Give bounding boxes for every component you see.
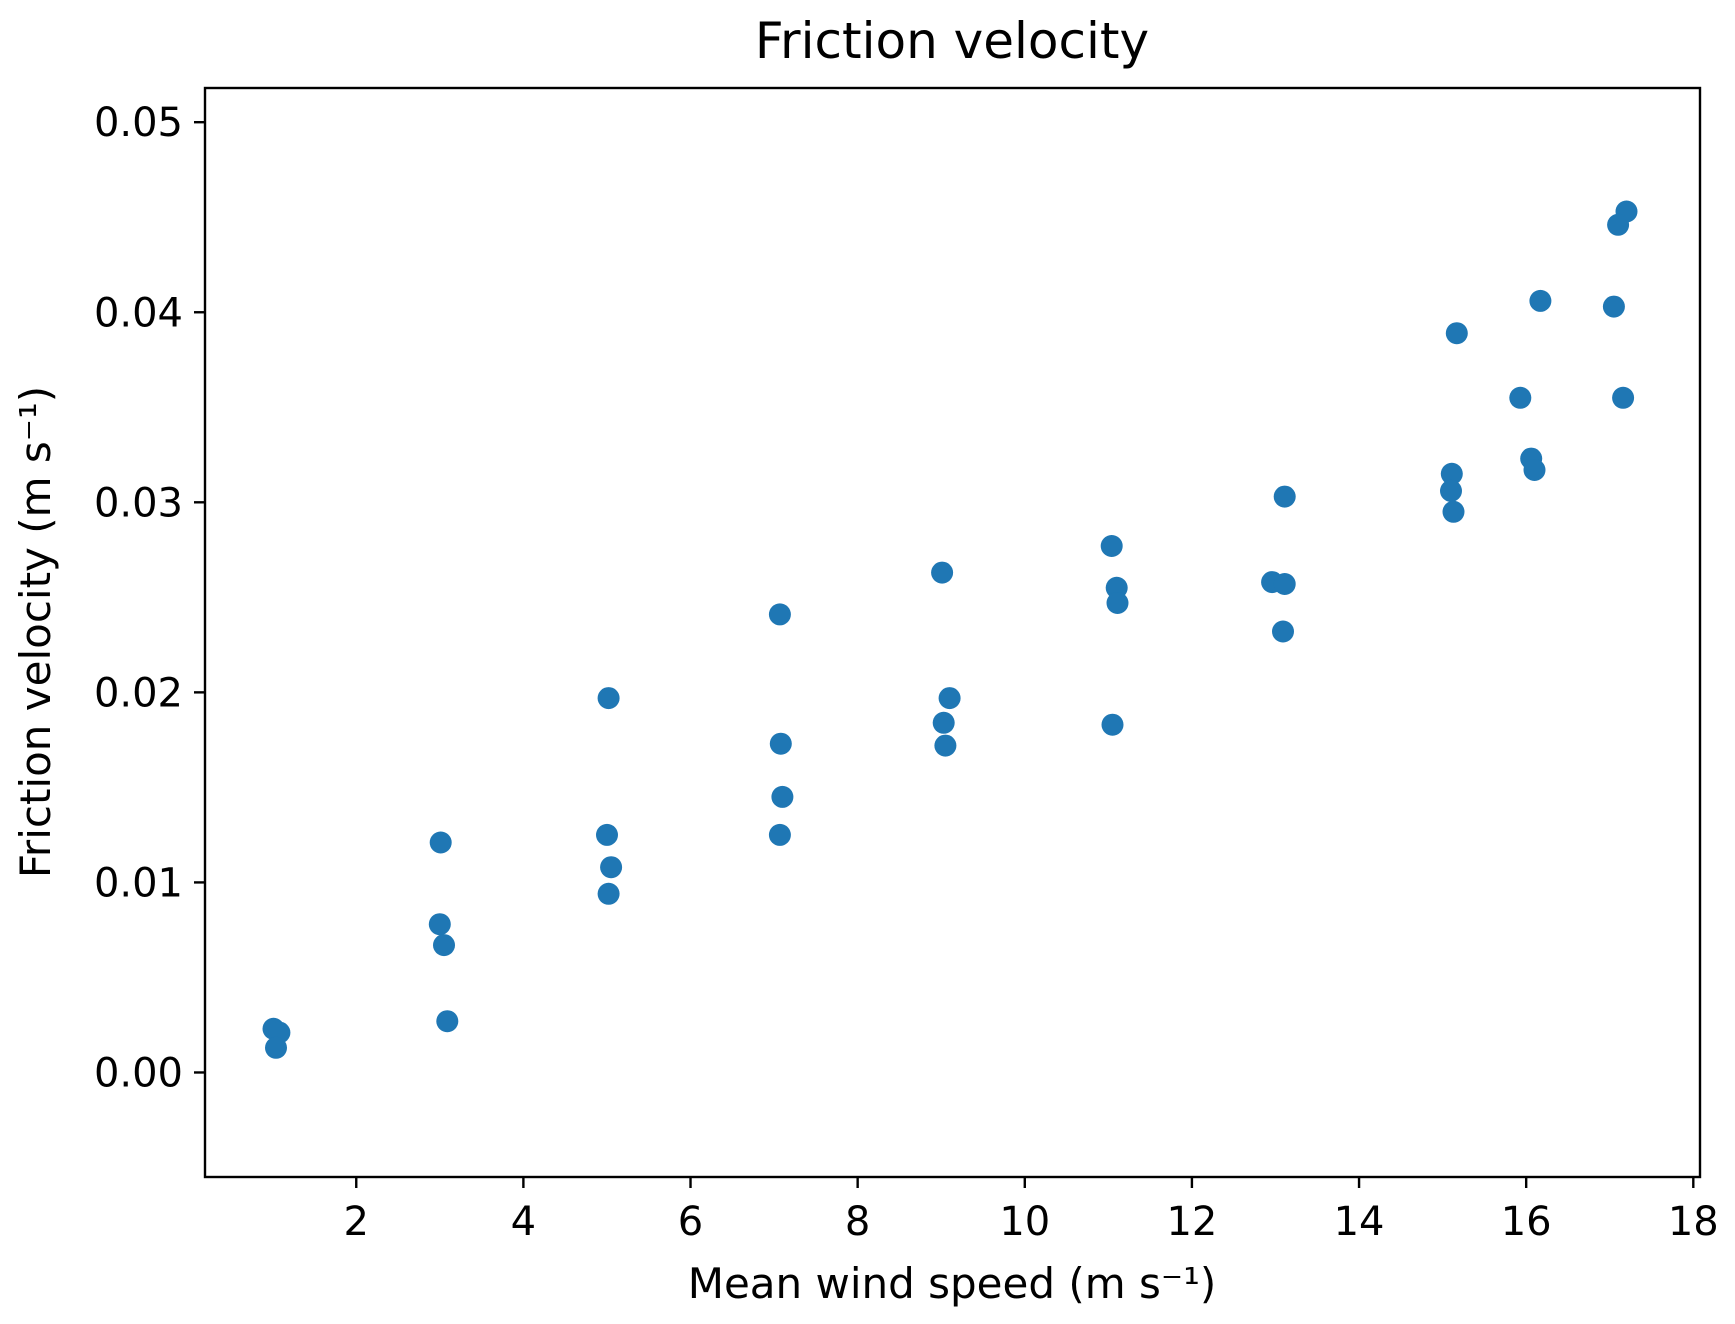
scatter-point: [1509, 386, 1532, 409]
scatter-point: [265, 1036, 287, 1059]
scatter-point: [769, 732, 792, 755]
scatter-point: [1440, 479, 1462, 502]
x-tick-label: 18: [1668, 1199, 1719, 1245]
scatter-point: [1101, 713, 1124, 736]
x-tick-label: 6: [678, 1199, 703, 1245]
scatter-point: [768, 603, 791, 626]
x-tick-label: 2: [344, 1199, 369, 1245]
scatter-point: [1523, 459, 1546, 481]
y-tick-label: 0.05: [94, 100, 183, 146]
scatter-point: [768, 823, 791, 846]
y-tick-label: 0.01: [94, 860, 183, 906]
x-tick-label: 14: [1334, 1199, 1385, 1245]
scatter-point: [1442, 500, 1465, 523]
scatter-point: [1273, 573, 1296, 595]
x-tick-label: 4: [511, 1199, 536, 1245]
scatter-point: [1602, 295, 1625, 318]
scatter-point: [1272, 620, 1294, 643]
scatter-point: [1440, 462, 1463, 485]
y-axis-label: Friction velocity (m s⁻¹): [11, 386, 60, 878]
scatter-point: [1106, 592, 1129, 614]
scatter-point: [1100, 535, 1123, 557]
scatter-point: [1273, 485, 1296, 508]
y-tick-label: 0.00: [94, 1050, 183, 1096]
plot-title: Friction velocity: [755, 12, 1149, 70]
scatter-point: [436, 1010, 459, 1033]
plot-border: [203, 86, 1702, 1179]
scatter-point: [597, 882, 620, 905]
scatter-point: [934, 734, 957, 757]
scatter-point: [938, 687, 961, 710]
scatter-point: [1529, 289, 1552, 312]
scatter-point: [1607, 213, 1630, 236]
scatter-point: [931, 561, 954, 584]
scatter-point: [600, 856, 623, 879]
scatter-point: [429, 831, 452, 854]
y-tick-label: 0.02: [94, 670, 183, 716]
x-tick-label: 16: [1501, 1199, 1552, 1245]
x-tick-label: 8: [845, 1199, 870, 1245]
scatter-point: [597, 687, 620, 710]
y-tick-label: 0.03: [94, 480, 183, 526]
x-axis-label: Mean wind speed (m s⁻¹): [688, 1259, 1217, 1308]
scatter-point: [596, 823, 618, 846]
plot-area: 2 4 6 8 10 12 14 16 18 0.00 0.01 0.02 0.03 0.04 0.05: [94, 86, 1719, 1245]
scatter-point: [932, 711, 955, 734]
scatter-point: [1612, 386, 1635, 409]
y-tick-label: 0.04: [94, 290, 183, 336]
scatter-point: [428, 913, 451, 936]
scatter-point: [1445, 322, 1468, 345]
x-tick-label: 10: [999, 1199, 1050, 1245]
scatter-point: [771, 785, 794, 808]
scatter-point: [433, 934, 455, 957]
x-tick-label: 12: [1166, 1199, 1217, 1245]
